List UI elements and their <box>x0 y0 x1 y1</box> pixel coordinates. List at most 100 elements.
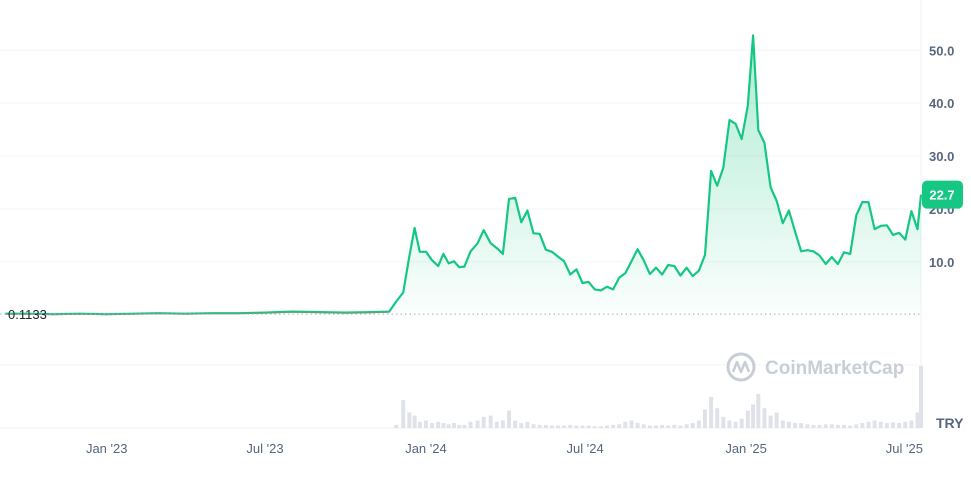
volume-bar <box>592 426 597 428</box>
volume-bar <box>531 424 536 428</box>
volume-bar <box>543 424 548 428</box>
volume-bar <box>678 425 683 428</box>
y-tick-label: 30.0 <box>929 149 954 164</box>
volume-bar <box>457 424 462 428</box>
volume-bar <box>641 424 646 428</box>
volume-bar <box>488 415 493 428</box>
current-price-text: 22.7 <box>929 188 954 203</box>
volume-bar <box>586 425 591 428</box>
volume-bar <box>598 426 603 428</box>
volume-bar <box>768 415 773 428</box>
volume-bar <box>412 415 417 428</box>
volume-bar <box>468 421 473 428</box>
volume-bar <box>756 393 761 428</box>
volume-bar <box>786 421 791 428</box>
volume-bar <box>401 400 406 428</box>
volume-bars <box>394 366 923 428</box>
volume-bar <box>878 421 883 428</box>
volume-bar <box>507 410 512 428</box>
current-price-badge-bg <box>922 180 963 209</box>
volume-bar <box>702 409 707 428</box>
price-line <box>5 34 923 316</box>
volume-bar <box>684 424 689 428</box>
volume-bar <box>417 421 422 428</box>
volume-bar <box>909 420 914 428</box>
volume-bar <box>823 424 828 428</box>
volume-bar <box>727 420 732 428</box>
volume-bar <box>805 424 810 428</box>
price-area-fill <box>5 35 921 315</box>
volume-bar <box>709 397 714 428</box>
volume-bar <box>436 421 441 428</box>
volume-bar <box>897 423 902 428</box>
volume-bar <box>580 425 585 428</box>
x-tick-label: Jan '23 <box>86 441 128 456</box>
volume-bar <box>430 423 435 428</box>
volume-bar <box>574 425 579 428</box>
volume-bar <box>762 408 767 428</box>
volume-bar <box>423 420 428 428</box>
volume-bar <box>745 410 750 428</box>
volume-bar <box>568 424 573 428</box>
coinmarketcap-logo-icon <box>726 352 756 382</box>
volume-bar <box>793 423 798 428</box>
watermark-text: CoinMarketCap <box>765 358 904 379</box>
volume-bar <box>919 366 923 428</box>
volume-bar <box>525 421 530 428</box>
volume-bar <box>653 425 658 428</box>
y-tick-label: 50.0 <box>929 43 954 58</box>
volume-bar <box>446 424 451 428</box>
volume-bar <box>394 424 399 428</box>
volume-bar <box>462 424 467 428</box>
volume-bar <box>562 425 567 428</box>
volume-bar <box>739 418 744 428</box>
x-tick-label: Jan '24 <box>405 441 447 456</box>
y-tick-label: 40.0 <box>929 96 954 111</box>
current-price-badge: 22.7 <box>922 180 963 209</box>
volume-bar <box>441 423 446 428</box>
volume-bar <box>884 423 889 428</box>
volume-bar <box>549 425 554 428</box>
volume-bar <box>556 425 561 428</box>
volume-bar <box>605 425 610 428</box>
volume-bar <box>407 412 412 428</box>
y-tick-label: 10.0 <box>929 255 954 270</box>
volume-bar <box>829 424 834 428</box>
volume-bar <box>835 424 840 428</box>
x-tick-label: Jul '25 <box>886 441 923 456</box>
volume-bar <box>860 423 865 428</box>
volume-bar <box>721 416 726 428</box>
x-axis: Jan '23 Jul '23 Jan '24 Jul '24 Jan '25 Jul '… <box>86 441 923 456</box>
volume-bar <box>774 412 779 428</box>
volume-bar <box>854 424 859 428</box>
volume-bar <box>519 423 524 428</box>
volume-bar <box>733 421 738 428</box>
baseline: 0.1133 <box>0 307 921 322</box>
y-axis: 10.020.030.040.050.0 <box>929 43 954 270</box>
x-tick-label: Jul '24 <box>567 441 604 456</box>
volume-bar <box>866 421 871 428</box>
baseline-label: 0.1133 <box>8 307 47 322</box>
volume-bar <box>872 420 877 428</box>
volume-bar <box>451 423 456 428</box>
volume-bar <box>537 424 542 428</box>
volume-bar <box>672 424 677 428</box>
volume-bar <box>696 420 701 428</box>
coinmarketcap-logo-mark <box>731 360 751 374</box>
volume-bar <box>848 425 853 428</box>
price-area <box>5 34 923 316</box>
volume-bar <box>842 424 847 428</box>
volume-bar <box>475 420 480 428</box>
watermark: CoinMarketCap <box>726 352 904 382</box>
volume-bar <box>647 425 652 428</box>
volume-bar <box>915 412 920 428</box>
volume-bar <box>811 424 816 428</box>
volume-bar <box>481 416 486 428</box>
x-tick-label: Jul '23 <box>246 441 283 456</box>
volume-bar <box>617 424 622 428</box>
volume-bar <box>690 423 695 428</box>
volume-bar <box>715 408 720 428</box>
volume-bar <box>817 424 822 428</box>
volume-bar <box>660 424 665 428</box>
